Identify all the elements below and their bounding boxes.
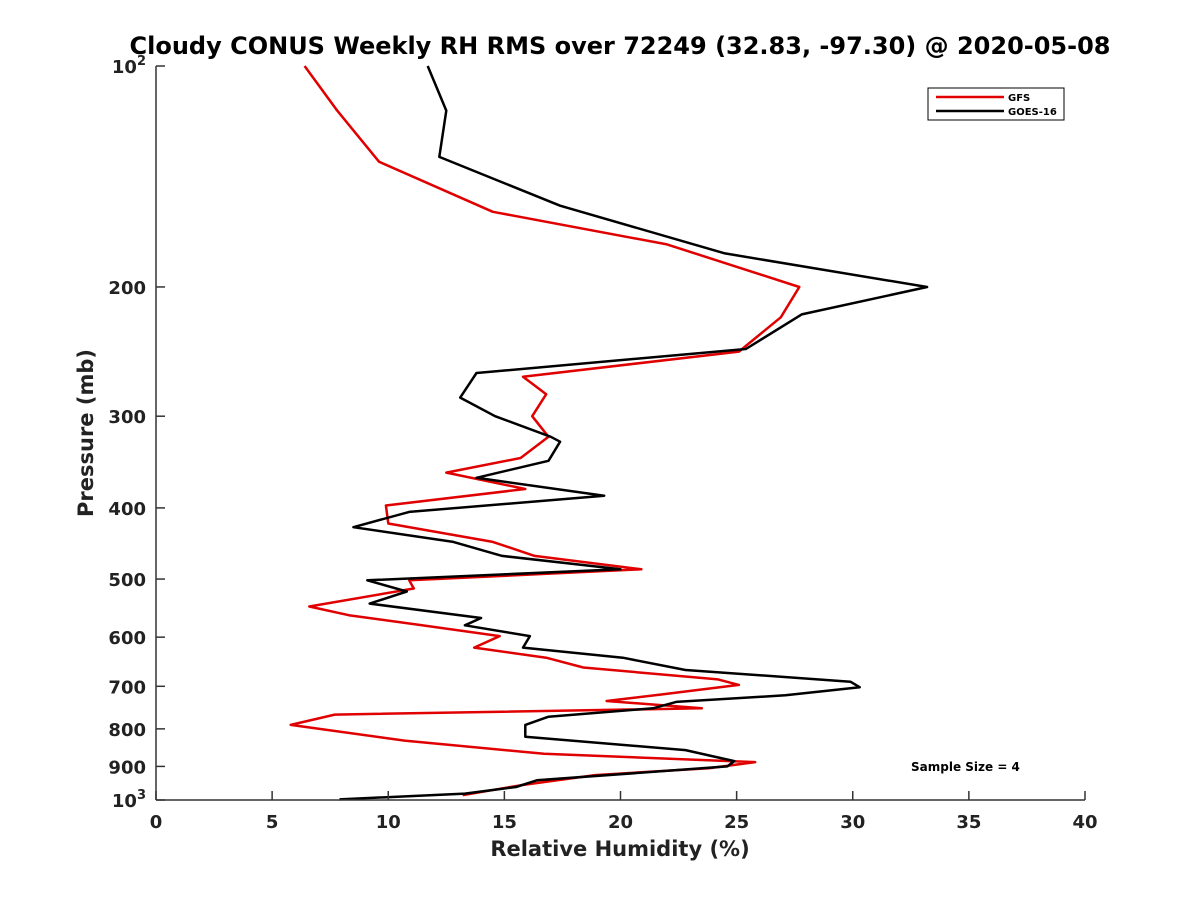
chart-title: Cloudy CONUS Weekly RH RMS over 72249 (3… (130, 32, 1111, 60)
series-line-goes16 (339, 65, 929, 801)
x-tick-label: 5 (266, 812, 279, 833)
legend-label-gfs: GFS (1008, 93, 1030, 104)
y-tick-label: 400 (108, 499, 146, 520)
y-tick-label: 200 (108, 278, 146, 299)
sample-size-annotation: Sample Size = 4 (911, 760, 1020, 774)
legend: GFS GOES-16 (927, 87, 1065, 121)
x-ticks: 0 5 10 15 20 25 30 35 40 (150, 791, 1098, 833)
y-tick-label: 500 (108, 570, 146, 591)
x-tick-label: 30 (840, 812, 865, 833)
x-tick-label: 10 (376, 812, 401, 833)
x-axis-label: Relative Humidity (%) (490, 837, 749, 861)
y-tick-label: 700 (108, 677, 146, 698)
x-tick-label: 20 (608, 812, 633, 833)
series-line-gfs (289, 65, 801, 797)
y-tick-label: 900 (108, 757, 146, 778)
x-tick-label: 35 (956, 812, 981, 833)
x-tick-label: 15 (492, 812, 517, 833)
y-tick-label: 600 (108, 628, 146, 649)
y-tick-label: 103 (112, 788, 146, 812)
x-tick-label: 25 (724, 812, 749, 833)
x-tick-label: 40 (1072, 812, 1097, 833)
y-tick-label: 800 (108, 720, 146, 741)
y-tick-label: 300 (108, 407, 146, 428)
x-tick-label: 0 (150, 812, 163, 833)
plot-lines (289, 65, 929, 801)
y-ticks: 102 200 300 400 500 600 700 800 900 103 (108, 54, 165, 812)
y-axis-label: Pressure (mb) (74, 349, 98, 517)
legend-box (927, 87, 1065, 121)
legend-label-goes16: GOES-16 (1008, 107, 1057, 118)
y-tick-label: 102 (112, 54, 146, 78)
